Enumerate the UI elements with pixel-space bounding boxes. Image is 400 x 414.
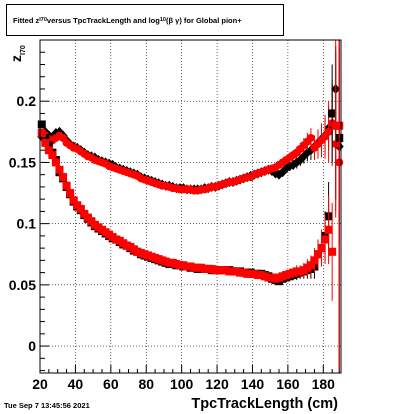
x-tick-label: 120 xyxy=(205,376,229,392)
x-tick-label: 180 xyxy=(312,376,336,392)
data-point-square xyxy=(306,261,315,270)
x-tick-label: 140 xyxy=(241,376,265,392)
data-point-square xyxy=(324,225,333,234)
data-point-square xyxy=(328,247,337,256)
axes: 20 40 60 80 100 120 140 160 180 0 0.05 0.1 0.15 0.2 xyxy=(9,39,342,392)
data-point-square xyxy=(335,121,344,130)
data-point-square xyxy=(313,250,322,259)
y-tick-label: 0 xyxy=(28,338,36,354)
data-point-square xyxy=(37,129,46,138)
x-tick-label: 40 xyxy=(68,376,84,392)
timestamp: Tue Sep 7 13:45:56 2021 xyxy=(4,401,90,410)
grid-lines xyxy=(40,40,341,373)
data-point-square xyxy=(321,235,330,244)
data-point-square xyxy=(44,146,53,155)
y-axis-label-main: z xyxy=(8,55,24,62)
y-tick-label: 0.2 xyxy=(17,93,37,109)
x-axis-label: TpcTrackLength (cm) xyxy=(191,396,338,412)
data-point-square xyxy=(69,196,78,205)
title-sub-10: 10 xyxy=(159,17,166,23)
data-point-circle xyxy=(324,127,333,136)
data-point-square xyxy=(55,165,64,174)
data-point-square xyxy=(41,138,50,147)
x-tick-label: 60 xyxy=(103,376,119,392)
y-axis-label: zI70 xyxy=(8,45,27,62)
data-point-square xyxy=(59,173,68,182)
x-tick-label: 20 xyxy=(32,376,48,392)
y-axis-label-sub: I70 xyxy=(19,45,27,55)
chart-title: Fitted z I70 versus TpcTrackLength and lo… xyxy=(6,4,284,36)
data-point-square xyxy=(41,133,50,142)
title-pre: Fitted z xyxy=(13,15,40,25)
data-point-square xyxy=(328,109,337,118)
y-tick-label: 0.05 xyxy=(9,277,36,293)
data-point-circle xyxy=(306,133,315,142)
data-point-square xyxy=(48,151,57,160)
data-point-square xyxy=(317,244,326,253)
data-point-square xyxy=(51,158,60,167)
x-tick-label: 80 xyxy=(138,376,154,392)
data-point-square xyxy=(76,204,85,213)
data-point-square xyxy=(66,189,75,198)
title-post: (β γ) for Global pion+ xyxy=(165,15,242,25)
y-tick-label: 0.15 xyxy=(9,154,36,170)
x-tick-label: 100 xyxy=(170,376,194,392)
data-point-square xyxy=(37,120,46,129)
plot-frame xyxy=(39,39,342,374)
x-tick-label: 160 xyxy=(276,376,300,392)
data-point-square xyxy=(310,256,319,265)
y-tick-label: 0.1 xyxy=(17,216,37,232)
title-sub-i70: I70 xyxy=(39,17,47,23)
data-marks xyxy=(37,40,344,373)
data-point-square xyxy=(62,181,71,190)
title-mid: versus TpcTrackLength and log xyxy=(46,15,160,25)
